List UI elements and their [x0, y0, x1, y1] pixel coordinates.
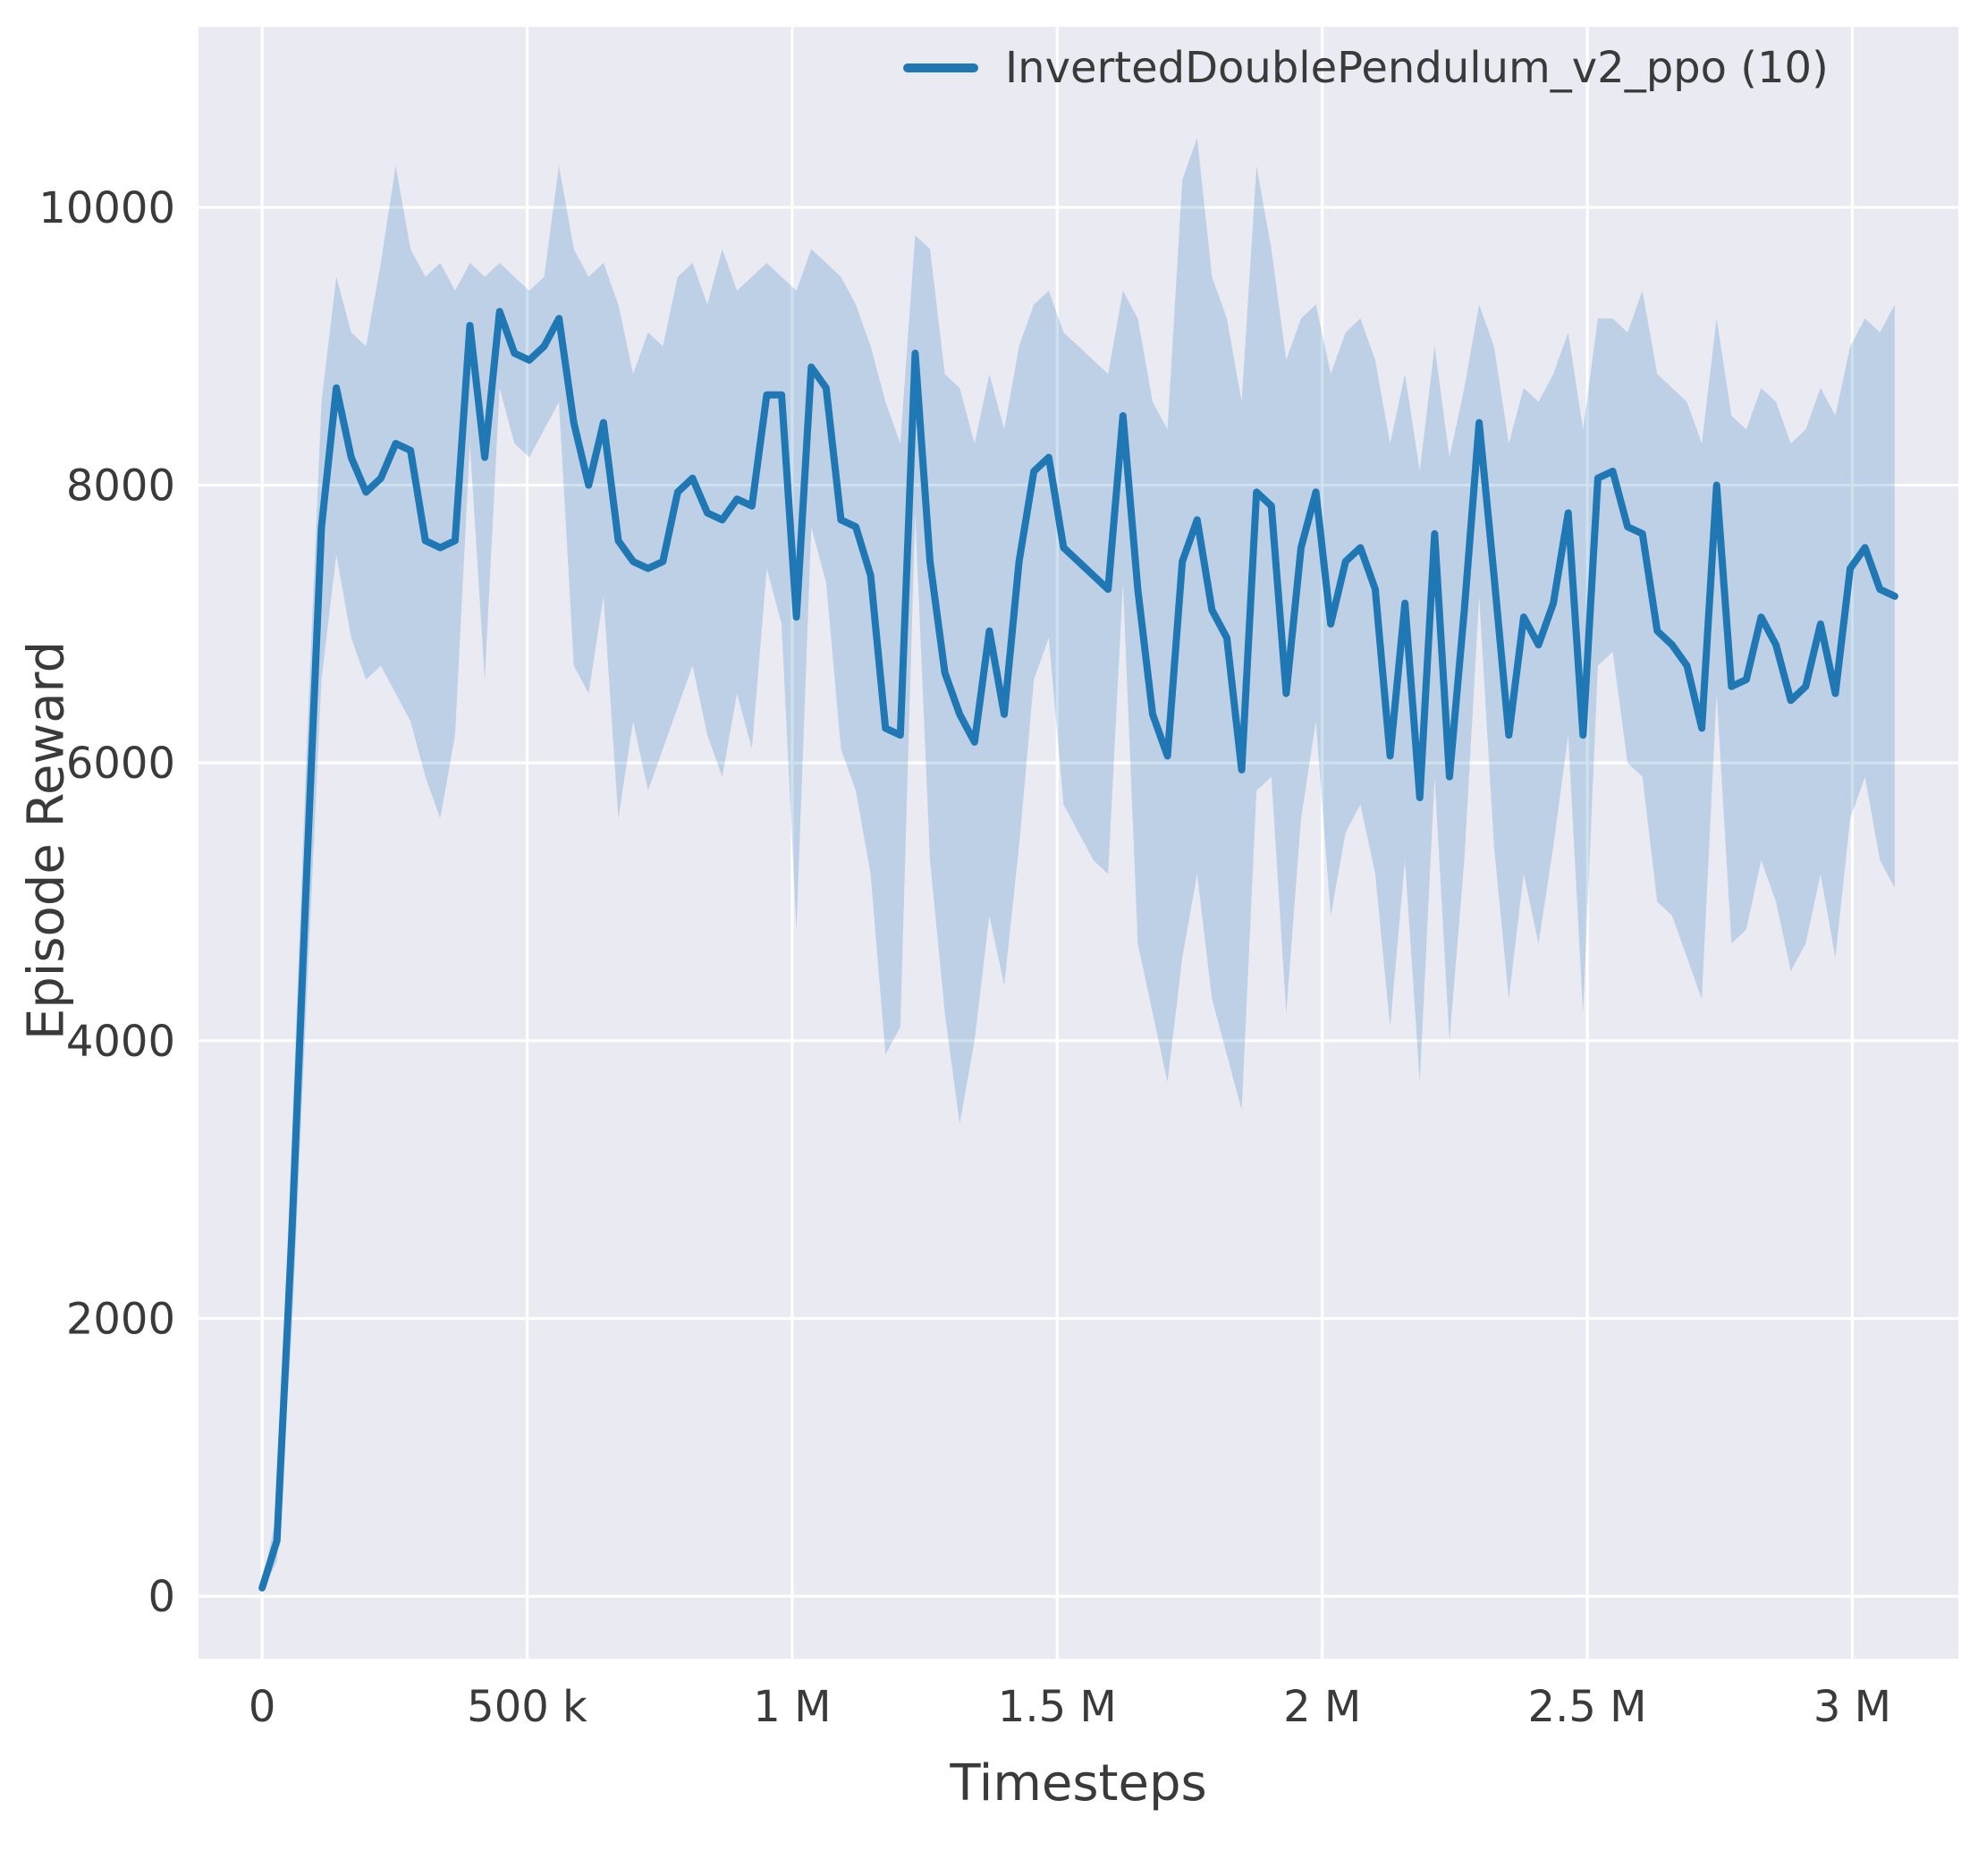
x-tick-label: 1 M	[753, 1682, 831, 1732]
x-tick-label: 2.5 M	[1528, 1682, 1647, 1732]
x-tick-label: 2 M	[1283, 1682, 1361, 1732]
y-tick-label: 0	[148, 1572, 175, 1622]
y-tick-label: 10000	[38, 183, 175, 233]
x-axis-title: Timesteps	[950, 1754, 1207, 1813]
y-tick-label: 8000	[66, 461, 175, 511]
y-tick-label: 4000	[66, 1017, 175, 1067]
y-axis-title: Episode Reward	[17, 640, 76, 1041]
x-tick-label: 500 k	[467, 1682, 587, 1732]
mean-reward-line	[258, 308, 1898, 1592]
plot-area	[199, 27, 1958, 1659]
x-tick-label: 0	[249, 1682, 276, 1732]
y-tick-label: 2000	[66, 1294, 175, 1344]
legend-line-swatch	[903, 63, 978, 72]
x-tick-label: 1.5 M	[998, 1682, 1117, 1732]
x-tick-label: 3 M	[1813, 1682, 1891, 1732]
legend: InvertedDoublePendulum_v2_ppo (10)	[903, 43, 1829, 93]
y-tick-label: 6000	[66, 739, 175, 789]
legend-label: InvertedDoublePendulum_v2_ppo (10)	[1005, 43, 1829, 93]
